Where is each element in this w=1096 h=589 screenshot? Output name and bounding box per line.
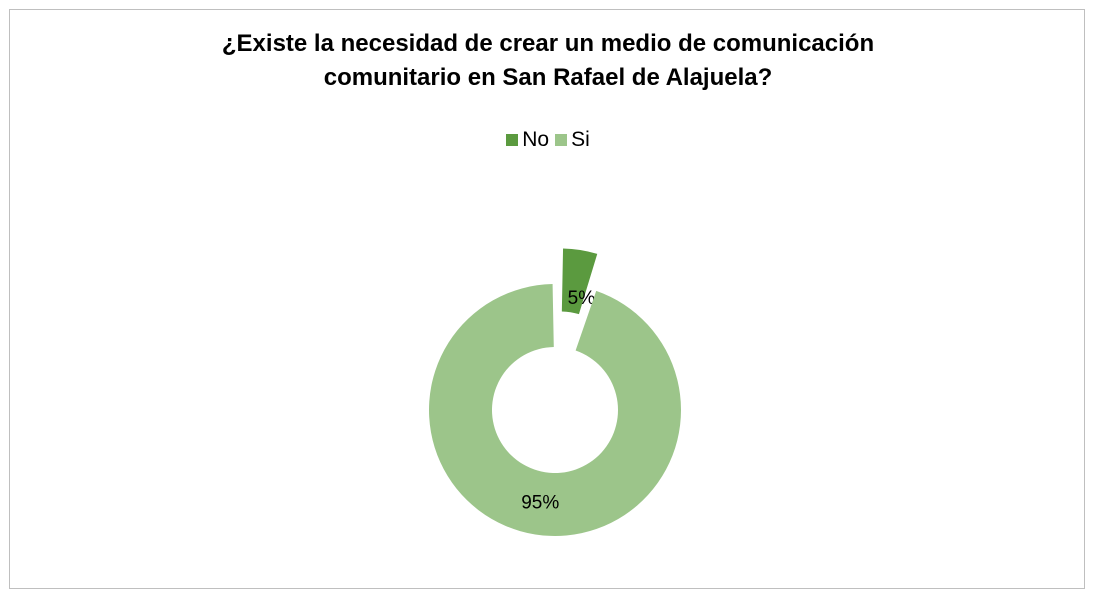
slice-si [429,284,681,537]
legend-swatch-no [506,134,519,146]
legend-item-si: Si [555,128,590,152]
legend-label-si: Si [571,128,590,151]
data-label-si: 95% [521,492,559,513]
chart-title-line-1: ¿Existe la necesidad de crear un medio d… [221,30,875,57]
slice-no [561,248,598,315]
chart-title-line-2: comunitario en San Rafael de Alajuela? [323,64,773,91]
chart-legend: No Si [0,128,1096,152]
legend-item-no: No [506,128,549,152]
data-label-no: 5% [568,288,596,309]
chart-title: ¿Existe la necesidad de crear un medio d… [0,27,1096,95]
legend-swatch-si [555,134,568,146]
legend-label-no: No [522,128,550,151]
